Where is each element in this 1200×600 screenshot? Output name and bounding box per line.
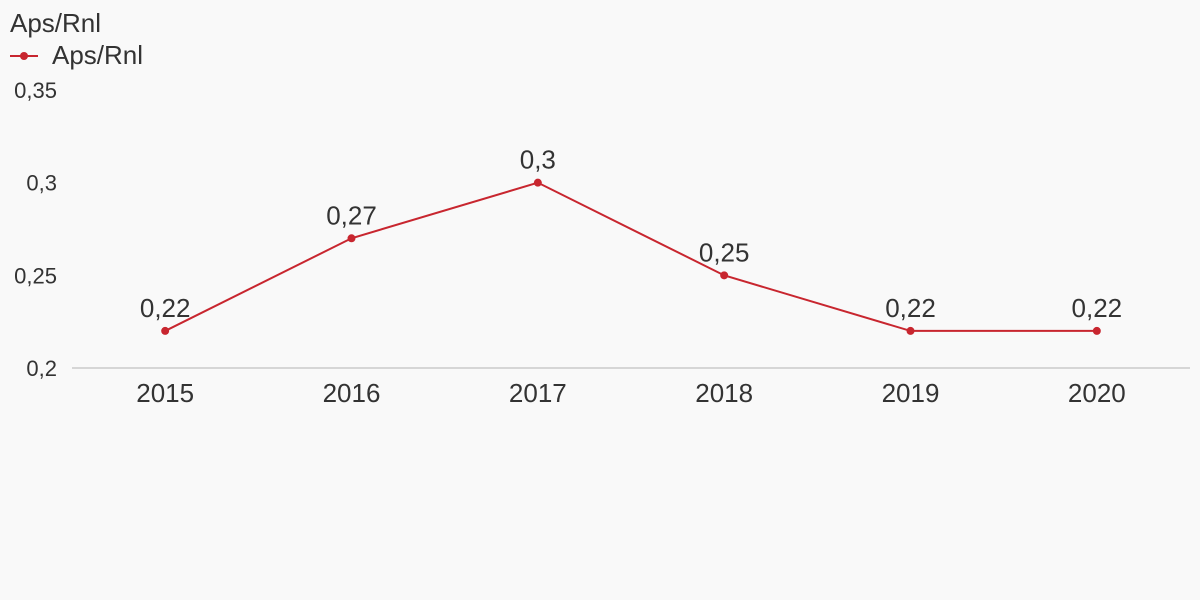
data-label: 0,22 <box>140 293 191 323</box>
series-layer: 0,22 0,27 0,3 0,25 0,22 0,22 <box>140 145 1122 335</box>
series-line <box>164 181 1097 332</box>
y-tick-label: 0,35 <box>14 78 57 103</box>
x-tick-label: 2019 <box>882 378 940 408</box>
data-label: 0,3 <box>520 145 556 175</box>
y-axis: 0,2 0,25 0,3 0,35 <box>14 78 57 381</box>
x-tick-label: 2016 <box>323 378 381 408</box>
x-tick-label: 2020 <box>1068 378 1126 408</box>
data-point[interactable] <box>1092 326 1101 335</box>
data-point[interactable] <box>347 234 356 243</box>
data-label: 0,22 <box>885 293 936 323</box>
y-tick-label: 0,2 <box>26 356 57 381</box>
data-label: 0,22 <box>1072 293 1123 323</box>
legend-marker-icon <box>20 52 28 60</box>
data-label: 0,25 <box>699 237 750 267</box>
chart-title: Aps/Rnl <box>10 8 101 38</box>
x-tick-label: 2017 <box>509 378 567 408</box>
x-axis: 2015 2016 2017 2018 2019 2020 <box>136 378 1126 408</box>
data-point[interactable] <box>906 326 915 335</box>
x-tick-label: 2018 <box>695 378 753 408</box>
data-label: 0,27 <box>326 200 377 230</box>
data-point[interactable] <box>720 271 729 280</box>
data-point[interactable] <box>161 326 170 335</box>
legend[interactable]: Aps/Rnl <box>10 40 143 70</box>
data-point[interactable] <box>533 178 542 187</box>
legend-label: Aps/Rnl <box>52 40 143 70</box>
y-tick-label: 0,25 <box>14 263 57 288</box>
y-tick-label: 0,3 <box>26 171 57 196</box>
x-tick-label: 2015 <box>136 378 194 408</box>
